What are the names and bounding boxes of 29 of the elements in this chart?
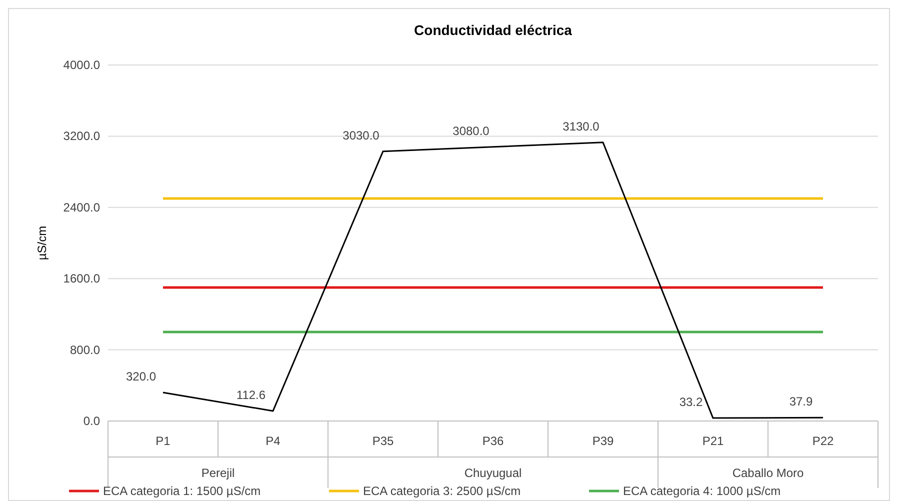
data-label: 33.2 [679,395,703,410]
text: Perejil [201,466,235,480]
legend-label: ECA categoria 4: 1000 µS/cm [623,484,781,498]
data-label: 320.0 [126,370,156,384]
x-tick-label: P36 [482,434,504,448]
chart-title: Conductividad eléctrica [414,22,572,38]
x-tick-label: P39 [592,434,614,448]
line-series [162,142,824,419]
y-tick-label: 4000.0 [63,58,100,72]
data-label: 3080.0 [452,124,490,138]
data-label: 112.6 [236,388,266,402]
y-tick-label: 800.0 [70,342,100,357]
text: Chuyugual [464,466,522,480]
y-tick-label: 2400.0 [63,200,100,214]
data-label: 37.9 [789,394,813,409]
y-axis-title: µS/cm [35,226,49,260]
x-tick-label: P1 [156,434,171,448]
legend-label: ECA categoria 1: 1500 µS/cm [103,484,261,498]
x-tick-label: P22 [812,434,834,448]
y-tick-label: 3200.0 [63,129,100,144]
x-tick-label: P21 [702,434,724,448]
y-tick-label: 1600.0 [63,272,100,286]
x-tick-label: P35 [372,434,394,448]
legend-label: ECA categoria 3: 2500 µS/cm [363,484,521,498]
x-tick-label: P4 [266,434,281,448]
data-label: 3130.0 [562,119,600,134]
data-label: 3030.0 [342,128,380,142]
text: Caballo Moro [732,466,804,480]
y-tick-label: 0.0 [83,414,100,428]
